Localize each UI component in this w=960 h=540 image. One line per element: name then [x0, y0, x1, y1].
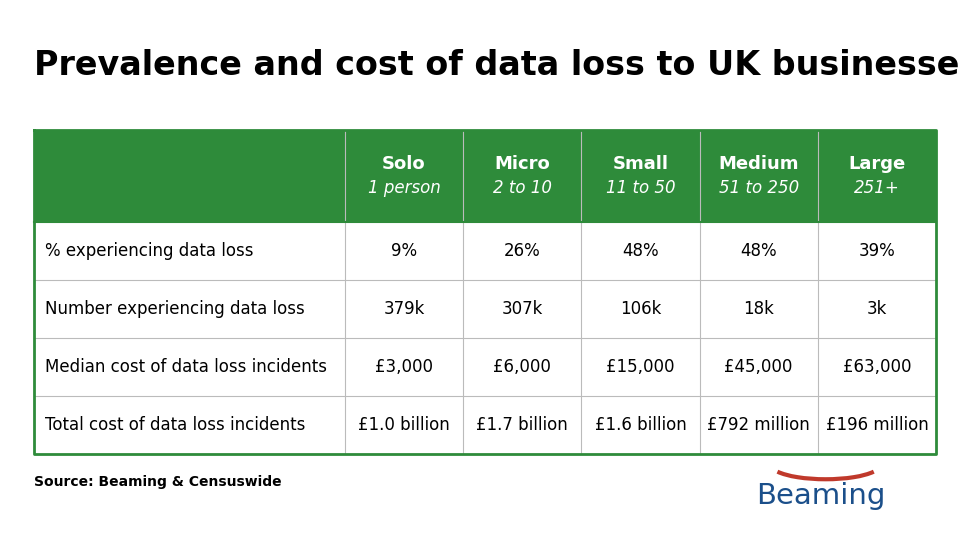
Text: 39%: 39% [858, 242, 896, 260]
Text: £15,000: £15,000 [606, 357, 675, 376]
Text: Medium: Medium [718, 155, 799, 173]
Text: 18k: 18k [743, 300, 774, 318]
Text: 26%: 26% [504, 242, 540, 260]
Text: Solo: Solo [382, 155, 426, 173]
Text: Micro: Micro [494, 155, 550, 173]
Text: £1.0 billion: £1.0 billion [358, 416, 450, 434]
Text: Prevalence and cost of data loss to UK businesses 2019 - 2023: Prevalence and cost of data loss to UK b… [34, 49, 960, 82]
Text: 48%: 48% [622, 242, 659, 260]
Text: £63,000: £63,000 [843, 357, 911, 376]
FancyBboxPatch shape [34, 130, 936, 222]
Text: 11 to 50: 11 to 50 [606, 179, 675, 197]
Text: £45,000: £45,000 [725, 357, 793, 376]
Text: % experiencing data loss: % experiencing data loss [45, 242, 253, 260]
Text: 307k: 307k [501, 300, 543, 318]
Text: 2 to 10: 2 to 10 [492, 179, 552, 197]
Text: Beaming: Beaming [756, 482, 885, 510]
Text: £3,000: £3,000 [375, 357, 433, 376]
Text: £1.7 billion: £1.7 billion [476, 416, 568, 434]
Text: 106k: 106k [620, 300, 661, 318]
Text: Total cost of data loss incidents: Total cost of data loss incidents [45, 416, 305, 434]
Text: Small: Small [612, 155, 668, 173]
Text: 51 to 250: 51 to 250 [718, 179, 799, 197]
Text: £1.6 billion: £1.6 billion [594, 416, 686, 434]
Text: Source: Beaming & Censuswide: Source: Beaming & Censuswide [34, 475, 281, 489]
Text: 379k: 379k [383, 300, 424, 318]
Text: 1 person: 1 person [368, 179, 441, 197]
Text: 3k: 3k [867, 300, 887, 318]
Text: Number experiencing data loss: Number experiencing data loss [45, 300, 305, 318]
Text: 9%: 9% [391, 242, 417, 260]
Text: 251+: 251+ [854, 179, 900, 197]
Text: £6,000: £6,000 [493, 357, 551, 376]
Text: £792 million: £792 million [708, 416, 810, 434]
Text: 48%: 48% [740, 242, 777, 260]
Text: Median cost of data loss incidents: Median cost of data loss incidents [45, 357, 327, 376]
Text: Large: Large [849, 155, 905, 173]
Text: £196 million: £196 million [826, 416, 928, 434]
